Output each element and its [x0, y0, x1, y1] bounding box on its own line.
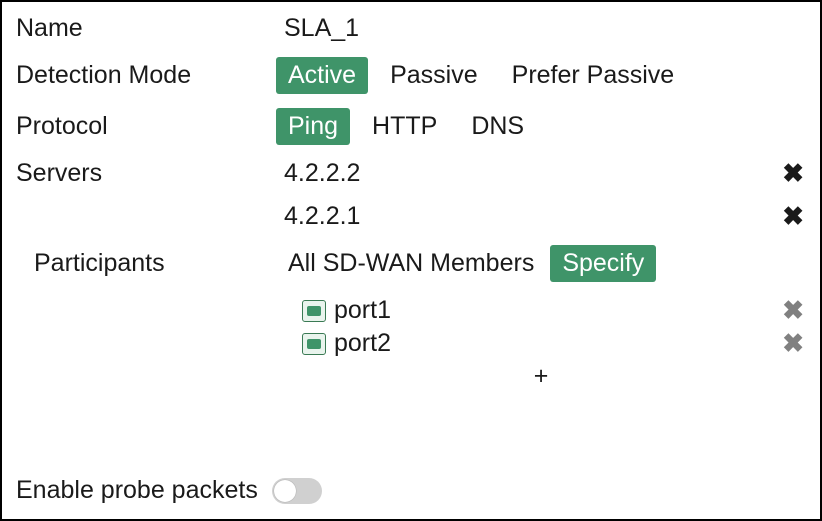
label-enable-probe: Enable probe packets [16, 476, 258, 505]
protocol-dns[interactable]: DNS [459, 108, 536, 145]
enable-probe-toggle[interactable] [272, 478, 322, 504]
sla-config-panel: Name SLA_1 Detection Mode Active Passive… [0, 0, 822, 521]
row-server-1: 4.2.2.1 ✖ [16, 202, 806, 231]
close-icon[interactable]: ✖ [782, 158, 804, 189]
row-detection-mode: Detection Mode Active Passive Prefer Pas… [16, 57, 806, 94]
label-name: Name [16, 14, 276, 43]
participant-0-text[interactable]: port1 [334, 296, 391, 325]
protocol-http[interactable]: HTTP [360, 108, 449, 145]
toggle-knob [274, 480, 296, 502]
protocol-group: Ping HTTP DNS [276, 108, 806, 145]
server-1-text[interactable]: 4.2.2.1 [276, 202, 360, 231]
row-participants: Participants All SD-WAN Members Specify [16, 245, 806, 282]
name-text[interactable]: SLA_1 [276, 14, 359, 43]
label-servers: Servers [16, 159, 276, 188]
detection-mode-active[interactable]: Active [276, 57, 368, 94]
participant-member-0: port1 ✖ [16, 296, 806, 325]
label-detection-mode: Detection Mode [16, 61, 276, 90]
interface-icon [302, 333, 326, 355]
close-icon[interactable]: ✖ [782, 295, 804, 326]
close-icon[interactable]: ✖ [782, 328, 804, 359]
row-name: Name SLA_1 [16, 14, 806, 43]
server-entry-0: 4.2.2.2 ✖ [276, 159, 806, 188]
server-entry-1: 4.2.2.1 ✖ [276, 202, 806, 231]
participants-specify[interactable]: Specify [550, 245, 656, 282]
interface-icon [302, 300, 326, 322]
add-participant-row: + [16, 362, 806, 391]
detection-mode-group: Active Passive Prefer Passive [276, 57, 806, 94]
server-0-text[interactable]: 4.2.2.2 [276, 159, 360, 188]
row-enable-probe: Enable probe packets [16, 476, 322, 505]
row-servers: Servers 4.2.2.2 ✖ [16, 159, 806, 188]
participants-group: All SD-WAN Members Specify [276, 245, 806, 282]
close-icon[interactable]: ✖ [782, 201, 804, 232]
participant-1-text[interactable]: port2 [334, 329, 391, 358]
detection-mode-prefer-passive[interactable]: Prefer Passive [500, 57, 687, 94]
participant-member-1: port2 ✖ [16, 329, 806, 358]
detection-mode-passive[interactable]: Passive [378, 57, 490, 94]
label-protocol: Protocol [16, 112, 276, 141]
protocol-ping[interactable]: Ping [276, 108, 350, 145]
value-name: SLA_1 [276, 14, 806, 43]
participants-all[interactable]: All SD-WAN Members [276, 245, 546, 282]
add-participant-button[interactable]: + [276, 362, 806, 391]
label-participants: Participants [16, 249, 276, 278]
row-protocol: Protocol Ping HTTP DNS [16, 108, 806, 145]
